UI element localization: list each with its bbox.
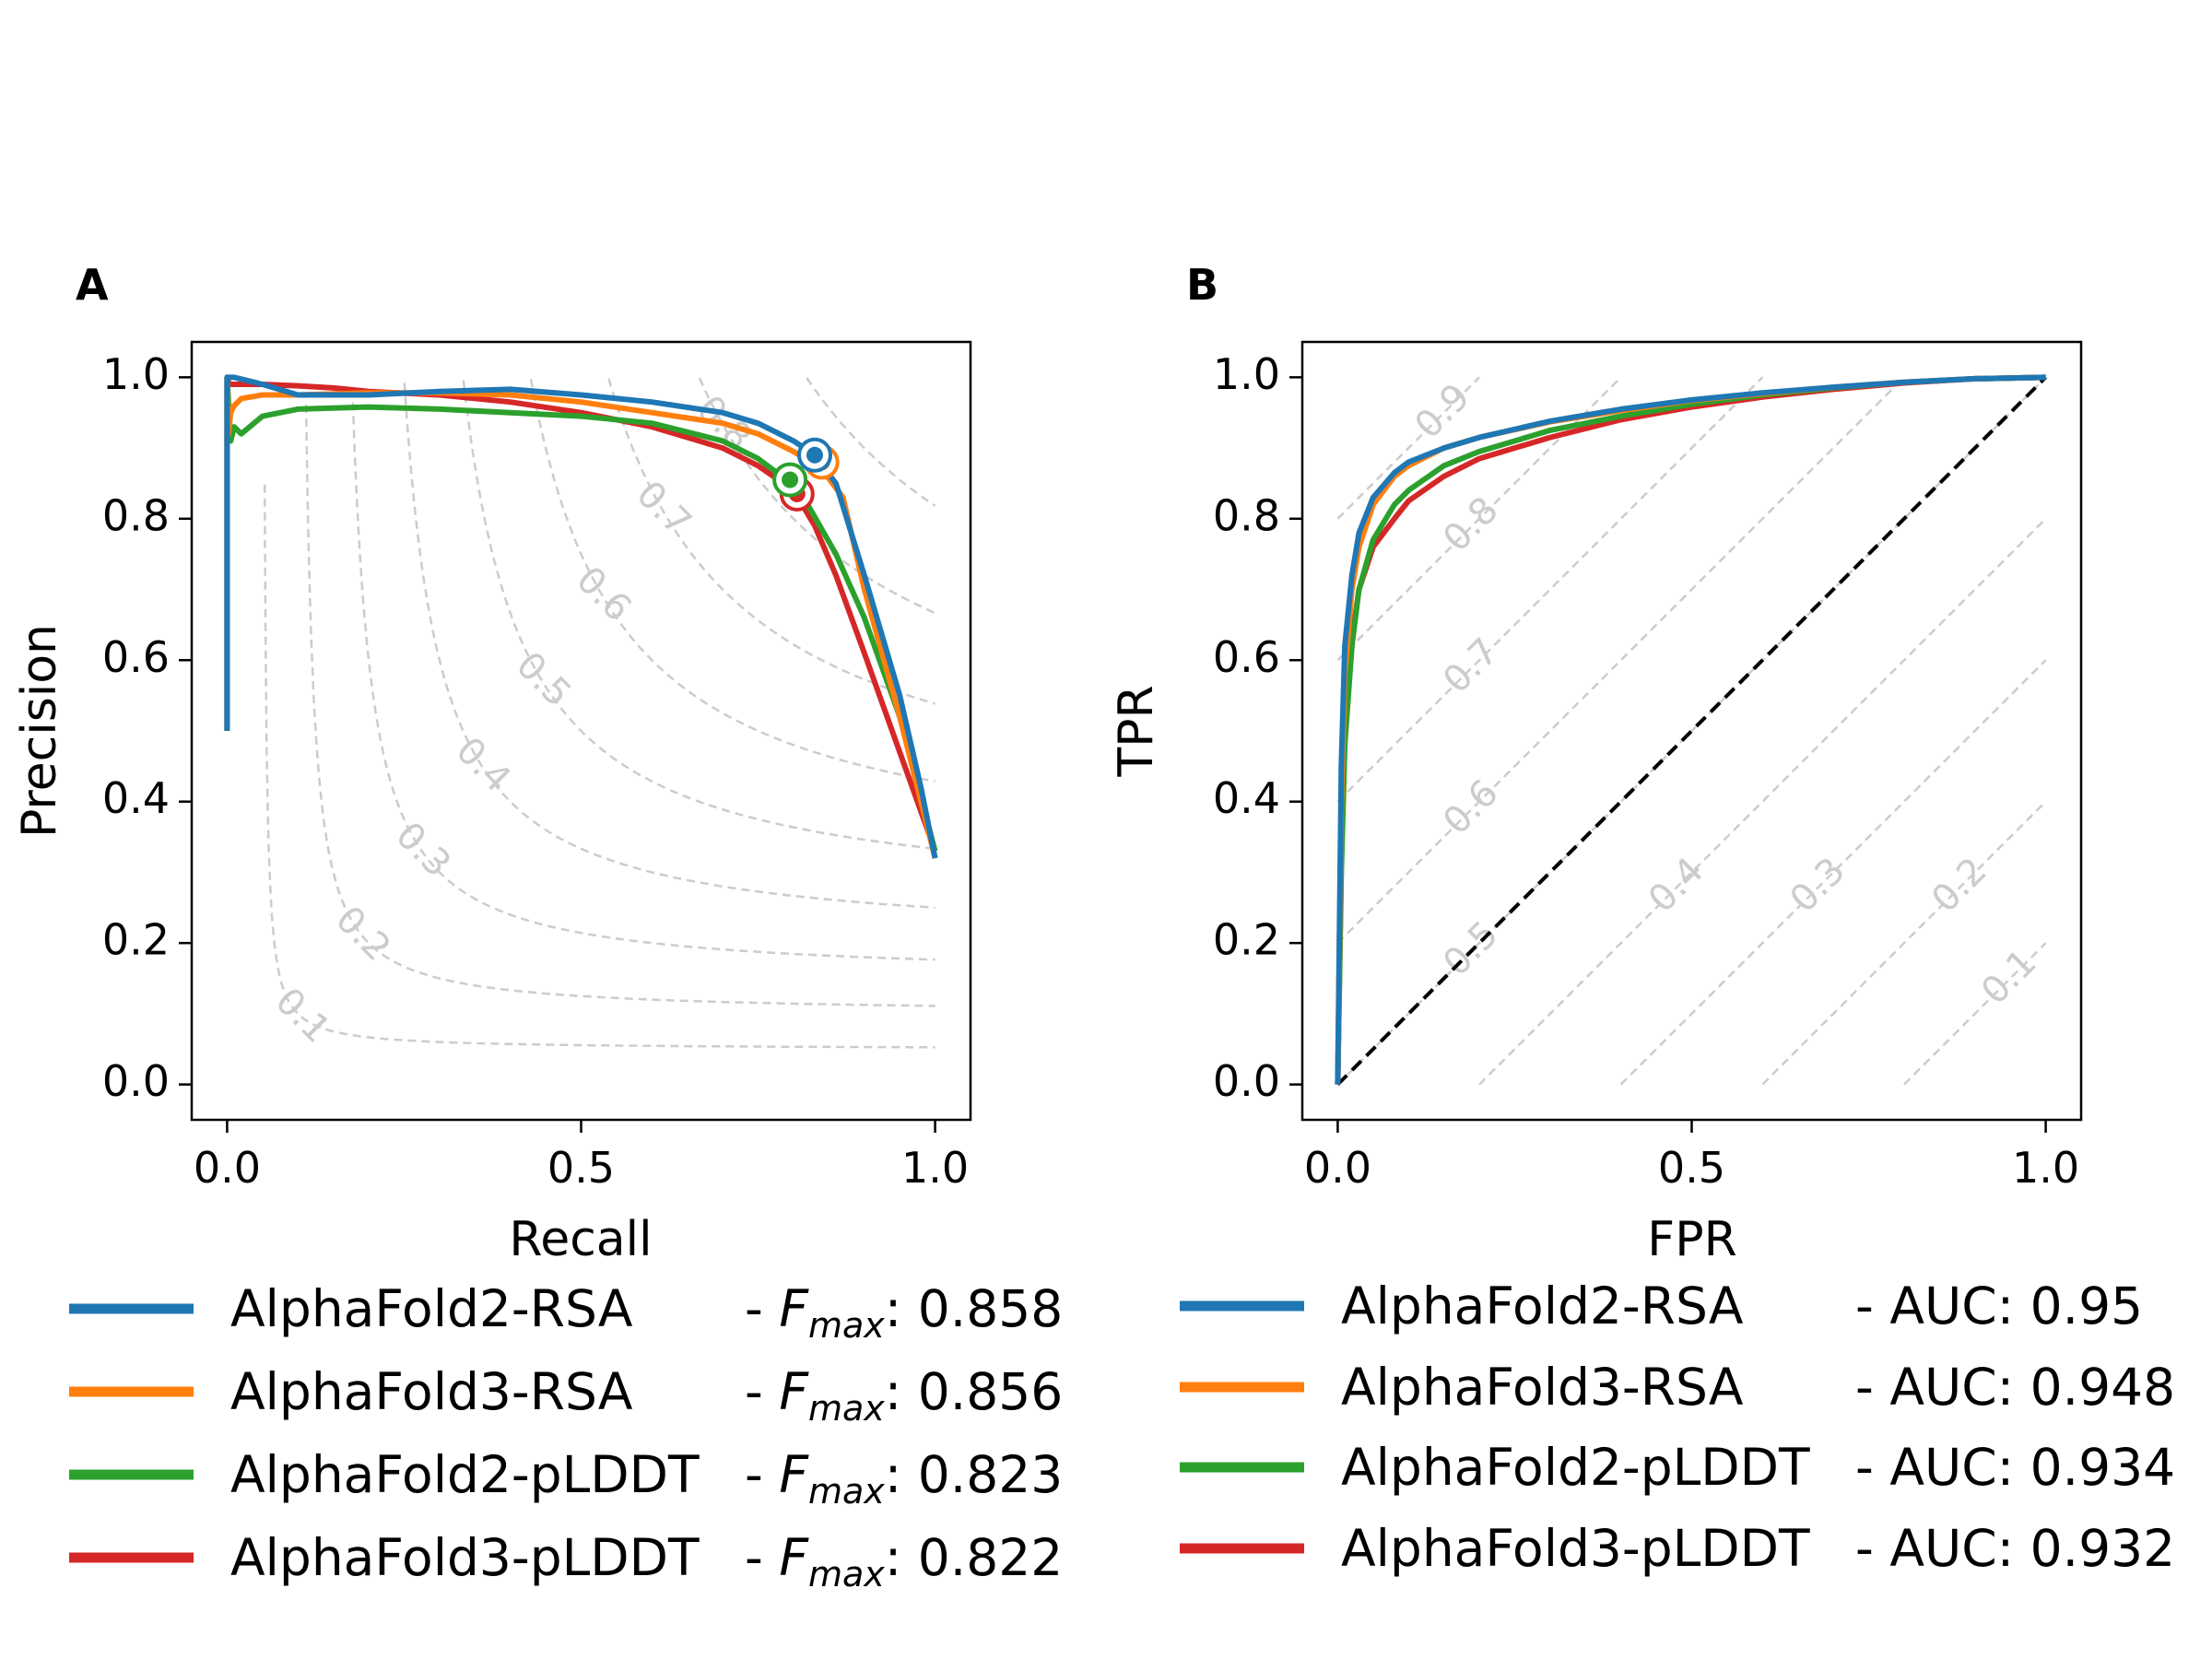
iso-f1-label: 0.4 xyxy=(448,729,520,801)
legend-a-name: AlphaFold3-RSA xyxy=(230,1362,633,1421)
iso-line xyxy=(1619,659,2047,1086)
panel-b: B 0.1 0.2 0.3 0.4 0.5 0.6 0.7 0.8 0.9 0.0 0.5 1.0 0… xyxy=(1109,260,2083,1267)
iso-f1-label: 0.5 xyxy=(508,644,580,716)
iso-line-label: 0.1 xyxy=(1973,941,2045,1013)
panel-a: A 0.10.20.30.40.50.60.70.8 0.0 0.5 1.00.00… xyxy=(12,260,972,1267)
y-tick-label: 0.2 xyxy=(1213,915,1280,965)
x-tick-label: 0.0 xyxy=(194,1143,261,1193)
legend-b-metric: - AUC: 0.932 xyxy=(1855,1519,2175,1578)
panel-a-ticks: 0.0 0.5 1.0 0.0 0.2 0.4 0.6 0.8 1.0 xyxy=(102,349,969,1193)
x-tick-label: 1.0 xyxy=(901,1143,969,1193)
panel-b-letter: B xyxy=(1186,260,1218,310)
iso-f1-label: 0.6 xyxy=(568,559,640,630)
panel-a-xlabel: Recall xyxy=(509,1212,652,1267)
iso-f1-curve xyxy=(304,405,935,1007)
legend-a-metric: - Fmax: 0.856 xyxy=(745,1362,1063,1429)
iso-line-label: 0.6 xyxy=(1435,771,1507,843)
panel-b-series xyxy=(1335,374,2048,1087)
y-tick-label: 1.0 xyxy=(1213,349,1280,399)
x-tick-label: 1.0 xyxy=(2012,1143,2079,1193)
legend-b-metric: - AUC: 0.948 xyxy=(1855,1358,2175,1417)
fmax-marker-inner xyxy=(782,471,799,488)
series-line-alphafold2-rsa xyxy=(1335,374,2046,1085)
iso-line-label: 0.2 xyxy=(1924,850,1995,922)
legend-a-name: AlphaFold2-RSA xyxy=(230,1279,633,1338)
x-tick-label: 0.0 xyxy=(1304,1143,1371,1193)
iso-f1-curve xyxy=(607,378,935,705)
y-tick-label: 0.8 xyxy=(102,490,170,540)
y-tick-label: 0.0 xyxy=(102,1056,170,1106)
panel-a-series xyxy=(224,374,938,859)
legend-b-name: AlphaFold2-RSA xyxy=(1341,1277,1744,1335)
iso-f1-label: 0.7 xyxy=(628,473,700,545)
legend-a-name: AlphaFold3-pLDDT xyxy=(230,1528,700,1587)
iso-f1-label: 0.3 xyxy=(387,814,459,886)
y-tick-label: 0.8 xyxy=(1213,490,1280,540)
legend-a-metric: - Fmax: 0.823 xyxy=(745,1445,1063,1512)
legend-b-metric: - AUC: 0.934 xyxy=(1855,1438,2175,1497)
panel-b-xlabel: FPR xyxy=(1647,1212,1736,1267)
legend-a-metric: - Fmax: 0.858 xyxy=(745,1279,1063,1346)
x-tick-label: 0.5 xyxy=(1658,1143,1725,1193)
legend-a-metric: - Fmax: 0.822 xyxy=(745,1528,1063,1594)
legend-b-metric: - AUC: 0.95 xyxy=(1855,1277,2143,1335)
y-tick-label: 1.0 xyxy=(102,349,170,399)
iso-f1-curve xyxy=(462,380,935,851)
y-tick-label: 0.2 xyxy=(102,915,170,965)
fmax-marker-inner xyxy=(806,446,823,464)
legend-b-name: AlphaFold2-pLDDT xyxy=(1341,1438,1810,1497)
y-tick-label: 0.6 xyxy=(102,632,170,682)
iso-f1-label: 0.1 xyxy=(267,980,339,1052)
iso-line xyxy=(1761,800,2047,1086)
series-line-alphafold3-plddt xyxy=(224,374,938,853)
iso-line xyxy=(1903,942,2047,1086)
y-tick-label: 0.6 xyxy=(1213,632,1280,682)
legend-a-name: AlphaFold2-pLDDT xyxy=(230,1445,700,1504)
iso-line-label: 0.4 xyxy=(1641,850,1712,922)
legend-b-name: AlphaFold3-RSA xyxy=(1341,1358,1744,1417)
iso-line xyxy=(1336,376,1905,945)
panel-b-ticks: 0.0 0.5 1.0 0.0 0.2 0.4 0.6 0.8 1.0 xyxy=(1213,349,2079,1193)
series-line-alphafold2-rsa xyxy=(224,374,938,859)
iso-f1-curve xyxy=(529,379,935,783)
legend-b: AlphaFold2-RSA - AUC: 0.95 AlphaFold3-RSA -… xyxy=(1180,1277,2175,1578)
iso-line-label: 0.9 xyxy=(1406,376,1478,448)
legend-b-name: AlphaFold3-pLDDT xyxy=(1341,1519,1810,1578)
legend-a: AlphaFold2-RSA - Fmax: 0.858 AlphaFold3-RS… xyxy=(69,1279,1063,1594)
iso-f1-curve xyxy=(263,484,935,1049)
chance-diagonal xyxy=(1335,375,2048,1087)
iso-line-label: 0.3 xyxy=(1783,850,1854,922)
panel-a-ylabel: Precision xyxy=(12,624,67,838)
panel-b-ylabel: TPR xyxy=(1109,685,1164,777)
iso-line xyxy=(1336,376,1764,803)
iso-line xyxy=(1478,517,2047,1086)
y-tick-label: 0.4 xyxy=(1213,773,1280,823)
y-tick-label: 0.0 xyxy=(1213,1056,1280,1106)
iso-f1-curve xyxy=(351,388,935,961)
iso-line-label: 0.8 xyxy=(1435,488,1507,560)
iso-line-label: 0.7 xyxy=(1435,630,1507,702)
iso-line xyxy=(1336,376,1480,520)
series-line-alphafold2-plddt xyxy=(224,374,938,853)
panel-a-letter: A xyxy=(76,260,109,310)
iso-f1-curve xyxy=(403,382,935,910)
y-tick-label: 0.4 xyxy=(102,773,170,823)
iso-f1-curve xyxy=(698,377,936,615)
x-tick-label: 0.5 xyxy=(547,1143,615,1193)
iso-f1-curve xyxy=(806,377,936,507)
